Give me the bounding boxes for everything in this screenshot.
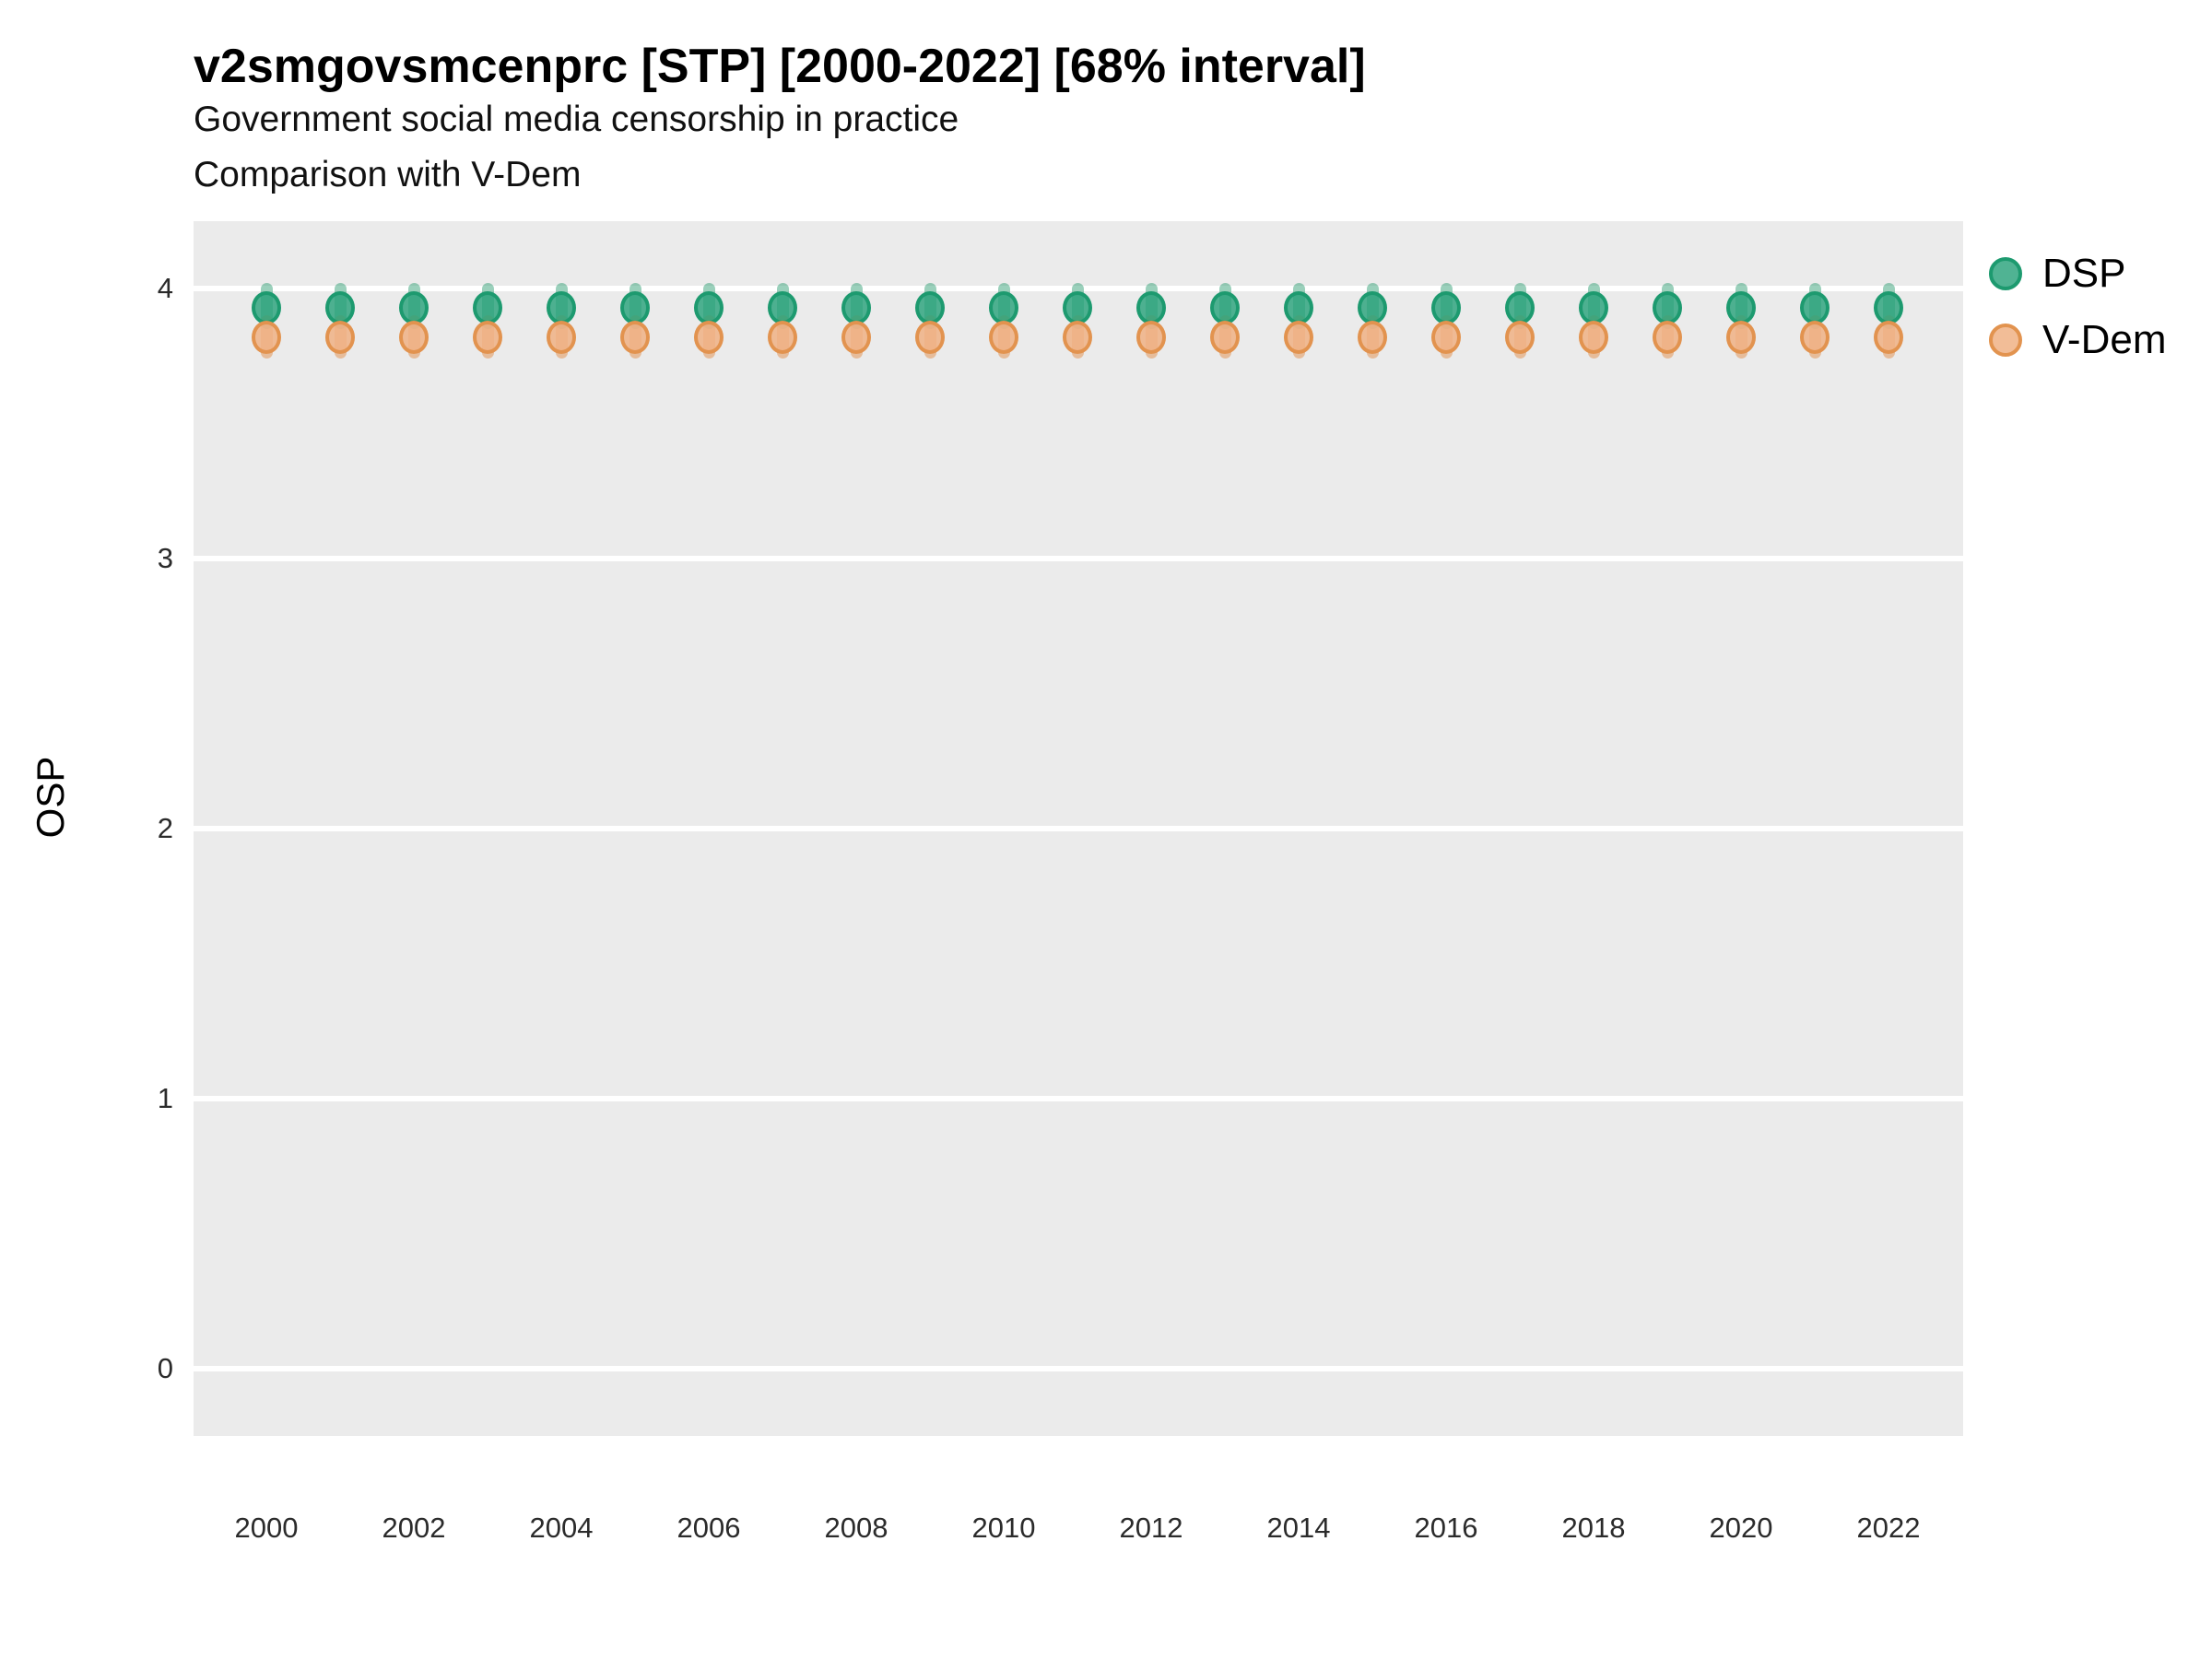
point-dsp-2009 [915,290,945,324]
point-dsp-2008 [841,290,871,324]
point-dsp-2012 [1136,290,1166,324]
point-v-dem-2000 [252,320,281,354]
point-v-dem-2003 [473,320,502,354]
x-tick-label: 2014 [1266,1512,1331,1544]
point-v-dem-2014 [1284,320,1313,354]
y-tick-label: 0 [157,1352,173,1384]
point-dsp-2004 [547,290,576,324]
gridline-y-1 [194,1096,1963,1101]
point-v-dem-2002 [399,320,429,354]
chart-comparison-note: Comparison with V-Dem [194,155,582,194]
x-tick-label: 2010 [971,1512,1036,1544]
point-v-dem-2021 [1800,320,1830,354]
point-dsp-2011 [1063,290,1092,324]
point-dsp-2018 [1579,290,1608,324]
point-v-dem-2009 [915,320,945,354]
point-dsp-2007 [768,290,797,324]
point-v-dem-2004 [547,320,576,354]
point-dsp-2002 [399,290,429,324]
x-tick-label: 2020 [1709,1512,1773,1544]
x-tick-label: 2018 [1561,1512,1626,1544]
x-tick-label: 2008 [824,1512,888,1544]
chart-title: v2smgovsmcenprc [STP] [2000-2022] [68% i… [194,40,1366,93]
point-v-dem-2013 [1210,320,1240,354]
point-v-dem-2012 [1136,320,1166,354]
point-v-dem-2010 [989,320,1018,354]
x-tick-label: 2016 [1414,1512,1478,1544]
gridline-y-2 [194,826,1963,831]
point-v-dem-2007 [768,320,797,354]
point-dsp-2010 [989,290,1018,324]
point-dsp-2017 [1505,290,1535,324]
point-dsp-2014 [1284,290,1313,324]
point-v-dem-2001 [325,320,355,354]
point-dsp-2013 [1210,290,1240,324]
point-v-dem-2018 [1579,320,1608,354]
point-v-dem-2015 [1358,320,1387,354]
point-dsp-2006 [694,290,724,324]
plot-panel [194,221,1963,1436]
point-dsp-2015 [1358,290,1387,324]
point-v-dem-2005 [620,320,650,354]
x-tick-label: 2006 [677,1512,741,1544]
point-v-dem-2019 [1653,320,1682,354]
point-v-dem-2017 [1505,320,1535,354]
point-v-dem-2022 [1874,320,1903,354]
legend-label-dsp: DSP [2042,251,2126,296]
y-tick-label: 1 [157,1082,173,1114]
x-tick-label: 2012 [1119,1512,1183,1544]
legend: DSP V-Dem [1989,251,2166,383]
y-tick-label: 2 [157,812,173,844]
point-v-dem-2008 [841,320,871,354]
y-tick-label: 4 [157,272,173,304]
point-dsp-2005 [620,290,650,324]
point-dsp-2016 [1431,290,1461,324]
point-dsp-2001 [325,290,355,324]
dsp-point-icon [1989,257,2022,290]
point-dsp-2019 [1653,290,1682,324]
chart-subtitle: Government social media censorship in pr… [194,100,959,139]
point-dsp-2003 [473,290,502,324]
x-tick-label: 2002 [382,1512,446,1544]
vdem-point-icon [1989,324,2022,357]
legend-entry-vdem: V-Dem [1989,317,2166,363]
point-v-dem-2016 [1431,320,1461,354]
legend-entry-dsp: DSP [1989,251,2166,297]
point-dsp-2022 [1874,290,1903,324]
gridline-y-0 [194,1366,1963,1371]
x-tick-label: 2000 [234,1512,299,1544]
x-tick-label: 2004 [529,1512,594,1544]
legend-label-vdem: V-Dem [2042,317,2167,362]
gridline-y-3 [194,556,1963,561]
point-dsp-2000 [252,290,281,324]
point-v-dem-2006 [694,320,724,354]
y-tick-label: 3 [157,542,173,574]
point-v-dem-2020 [1726,320,1756,354]
point-v-dem-2011 [1063,320,1092,354]
point-dsp-2020 [1726,290,1756,324]
gridline-y-4 [194,286,1963,291]
point-dsp-2021 [1800,290,1830,324]
x-tick-label: 2022 [1856,1512,1921,1544]
